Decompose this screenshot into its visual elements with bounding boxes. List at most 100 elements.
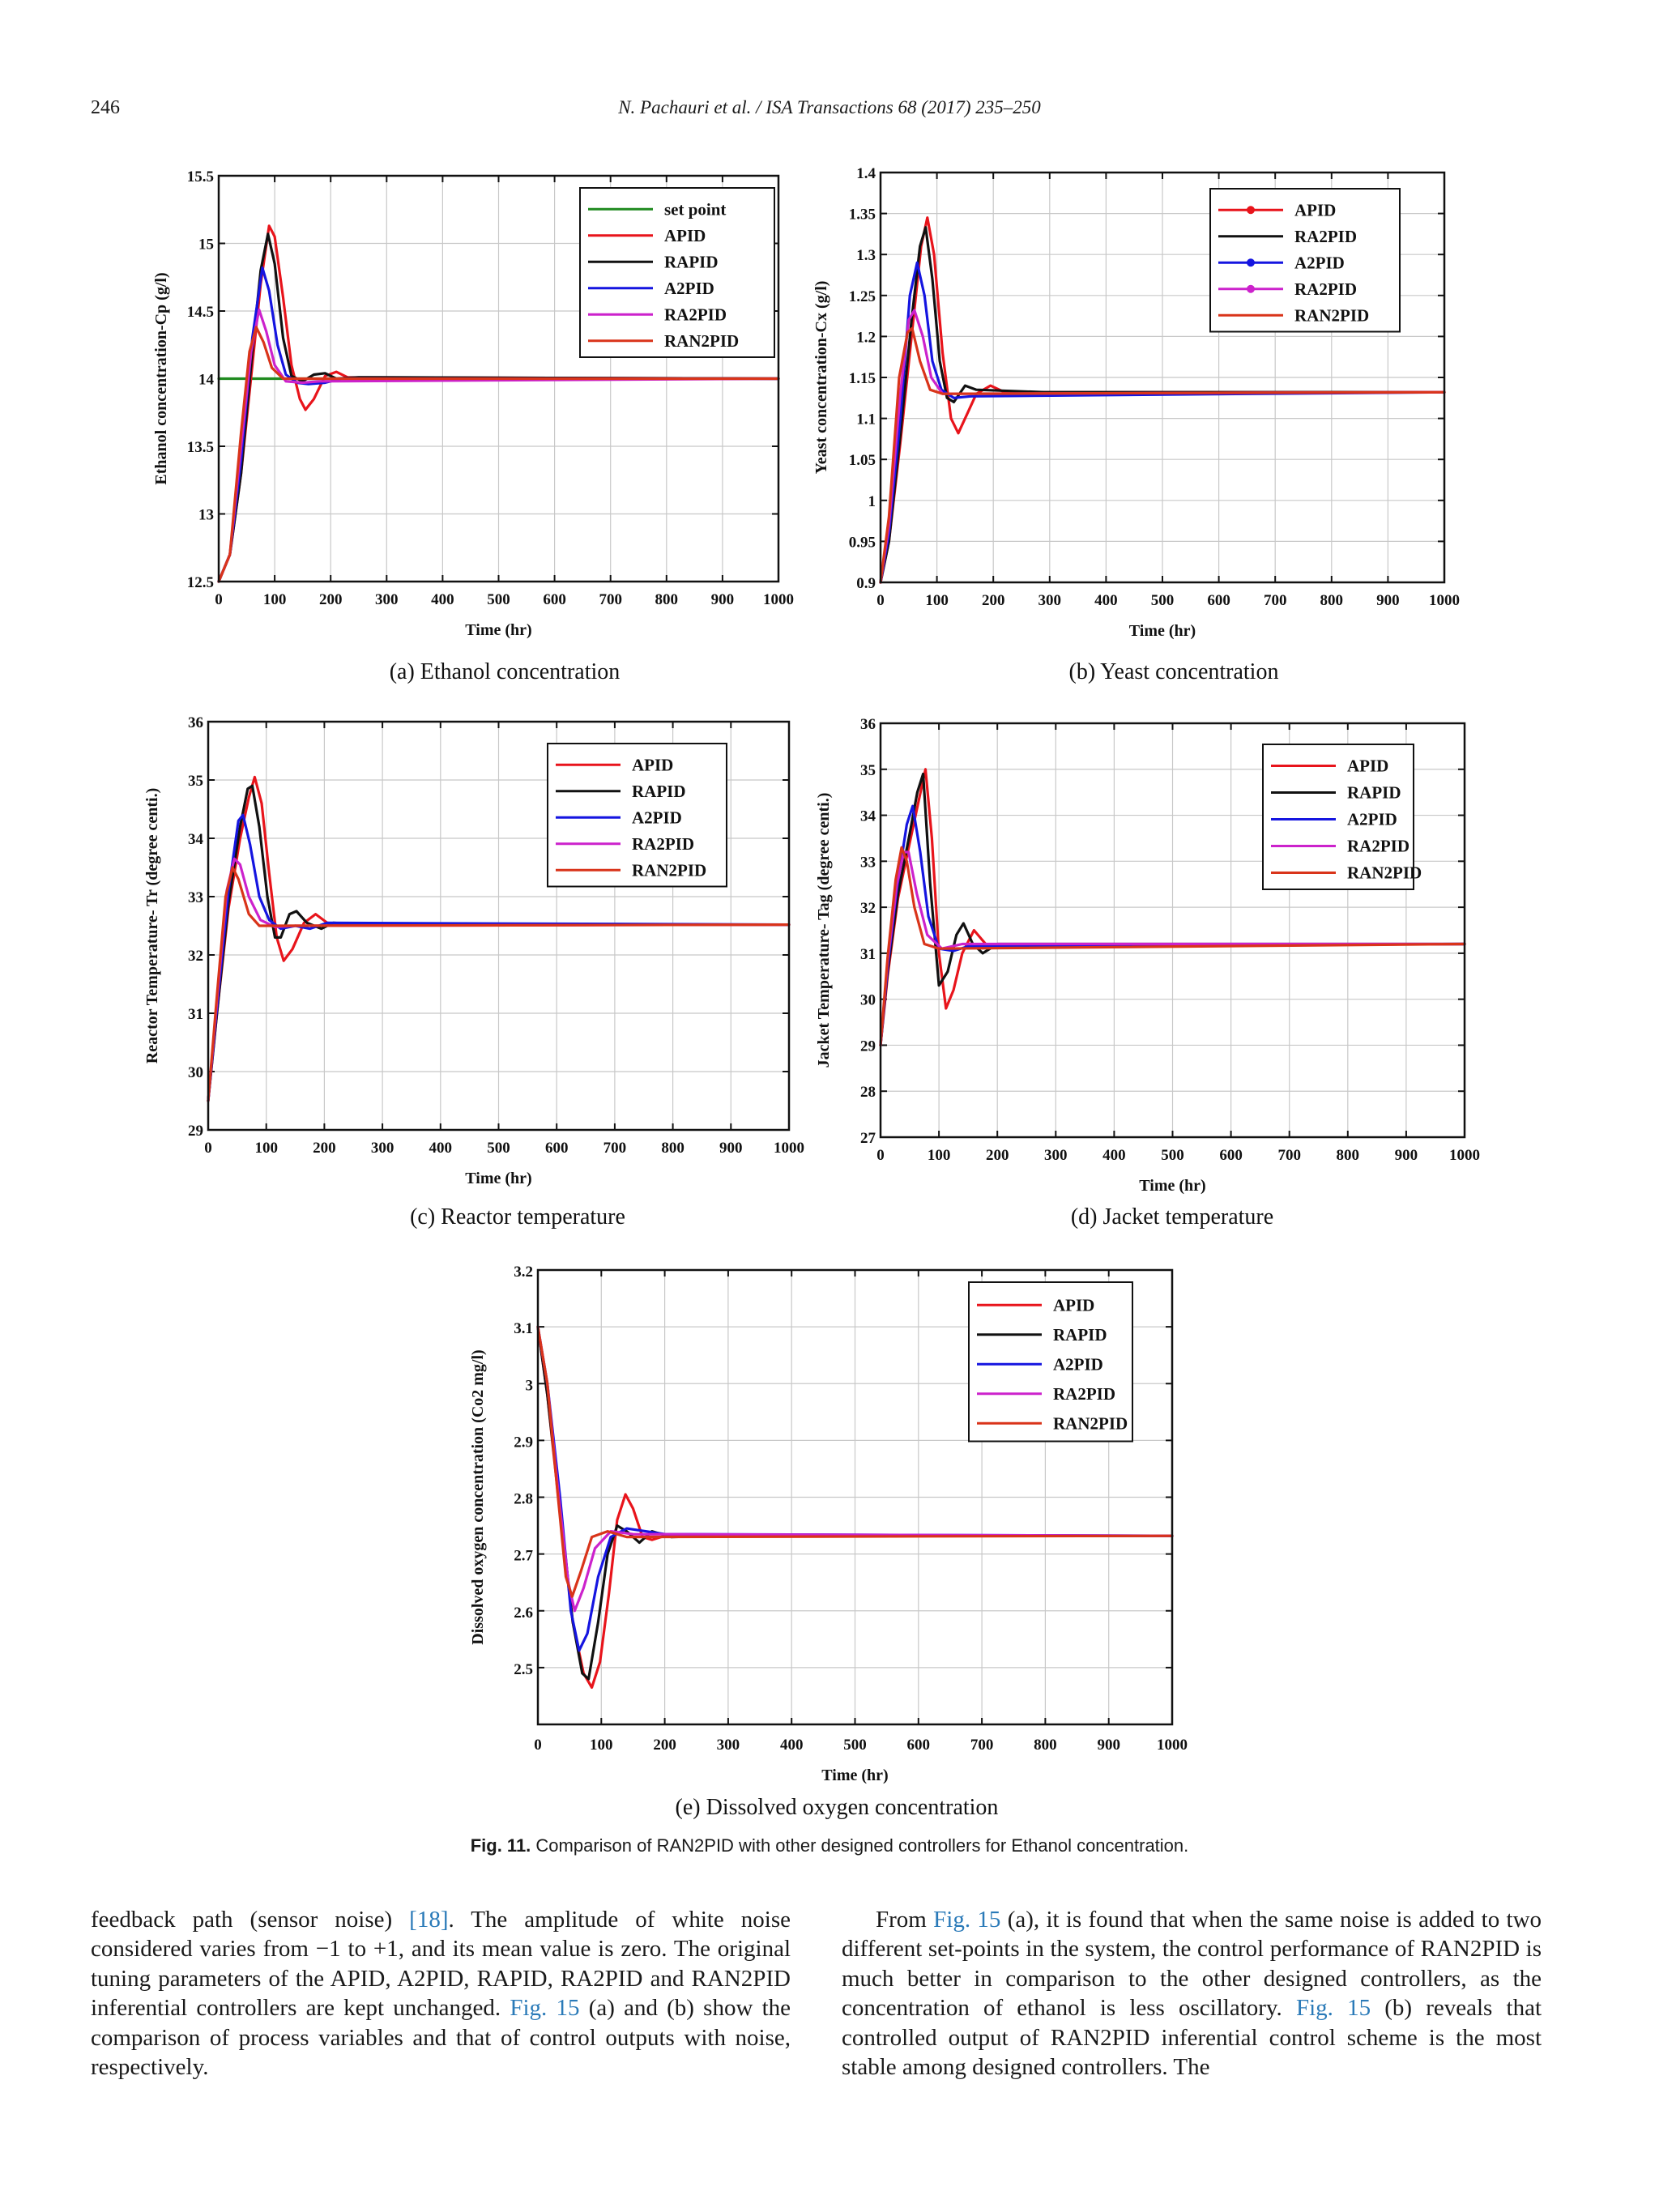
x-tick-label: 600 [1219,1147,1243,1164]
legend-label: APID [664,226,706,245]
legend-label: APID [1294,200,1336,219]
x-tick-label: 800 [1320,592,1344,609]
legend-label: A2PID [664,279,714,298]
x-tick-label: 700 [970,1737,994,1754]
figure-caption-text: Comparison of RAN2PID with other designe… [531,1835,1189,1856]
x-tick-label: 300 [375,591,399,608]
y-tick-label: 2.6 [514,1605,533,1622]
subfigure-caption: (b) Yeast concentration [1069,659,1279,684]
body-text: (a) and (b) show the comparison of proce… [91,1995,791,2081]
x-tick-label: 300 [717,1737,740,1754]
y-tick-label: 13.5 [187,439,214,456]
figure-link[interactable]: Fig. 15 [933,1907,1001,1933]
legend-label: set point [664,199,726,219]
legend-label: RAN2PID [632,860,706,880]
x-tick-label: 900 [1097,1737,1120,1754]
plot-frame [207,720,791,1132]
legend-box [968,1281,1133,1443]
x-tick-label: 600 [543,591,566,608]
x-tick-label: 100 [925,592,949,609]
x-tick-label: 500 [487,591,510,608]
series-line-5 [536,1325,1174,1598]
legend-box [1262,744,1414,890]
subfigure-caption: (d) Jacket temperature [1071,1204,1273,1230]
series-line-5 [879,326,1446,584]
x-tick-label: 200 [313,1140,336,1157]
legend-marker [1247,284,1255,293]
x-tick-label: 800 [1034,1737,1057,1754]
x-axis-label: Time (hr) [465,621,531,639]
series-line-2 [879,226,1446,584]
x-tick-label: 0 [876,1147,885,1164]
y-tick-label: 14.5 [187,304,214,321]
x-tick-label: 300 [1038,592,1062,609]
y-tick-label: 1.05 [849,452,876,469]
x-tick-label: 500 [1161,1147,1184,1164]
y-tick-label: 32 [860,900,876,917]
y-tick-label: 36 [860,716,876,733]
y-tick-label: 13 [198,507,214,524]
legend-label: APID [1347,757,1388,776]
y-axis-label: Jacket Temperature- Tag (degree centi.) [815,793,833,1068]
legend-label: RAN2PID [1294,305,1369,325]
legend-label: RAN2PID [1053,1413,1128,1433]
subfigure-caption: (c) Reactor temperature [410,1204,625,1230]
y-tick-label: 1.25 [849,288,876,305]
y-tick-label: 1.15 [849,370,876,387]
x-tick-label: 200 [653,1737,676,1754]
body-text: feedback path (sensor noise) [91,1907,410,1933]
x-tick-label: 1000 [763,591,794,608]
y-tick-label: 34 [188,831,204,848]
legend-label: RA2PID [1347,837,1410,856]
x-tick-label: 800 [1337,1147,1360,1164]
y-tick-label: 29 [860,1038,876,1055]
series-line-3 [207,813,791,1102]
x-tick-label: 200 [982,592,1005,609]
x-tick-label: 700 [603,1140,627,1157]
y-tick-label: 2.9 [514,1434,533,1451]
series-line-5 [207,866,791,1102]
plot-frame [536,1268,1174,1726]
x-tick-label: 300 [371,1140,394,1157]
plot-frame [879,171,1446,584]
x-tick-label: 400 [1094,592,1118,609]
x-tick-label: 100 [928,1147,951,1164]
x-tick-label: 300 [1044,1147,1068,1164]
figure-link[interactable]: Fig. 15 [510,1995,580,2022]
x-tick-label: 0 [876,592,885,609]
y-tick-label: 28 [860,1084,876,1101]
subfigure-caption: (e) Dissolved oxygen concentration [676,1795,999,1820]
body-text: . The amplitude of white noise considere… [91,1907,791,2022]
page-number: 246 [91,97,120,118]
y-tick-label: 0.9 [856,575,876,592]
chart-3: 0 100 200 300 400 500 600 700 800 900 1000 29 30 31 32… [143,714,804,1230]
plot-frame [217,174,780,583]
legend-label: A2PID [1347,810,1397,829]
y-tick-label: 30 [188,1064,203,1081]
x-tick-label: 100 [590,1737,613,1754]
legend-label: APID [1053,1295,1094,1315]
body-text: (b) reveals that controlled output of RA… [842,1995,1542,2081]
y-tick-label: 34 [860,808,876,825]
page-header: 246 N. Pachauri et al. / ISA Transaction… [0,97,1659,130]
y-tick-label: 1 [868,493,876,510]
legend-label: RA2PID [1294,279,1357,299]
y-tick-label: 2.7 [514,1548,533,1565]
series-line-5 [879,846,1466,1046]
x-tick-label: 600 [1207,592,1230,609]
x-tick-label: 800 [655,591,679,608]
x-tick-label: 500 [487,1140,510,1157]
reference-link[interactable]: [18] [409,1907,449,1933]
y-axis-label: Reactor Temperature- Tr (degree centi.) [143,788,161,1063]
y-tick-label: 31 [860,946,876,963]
figure-caption: Fig. 11. Comparison of RAN2PID with othe… [0,1835,1659,1856]
y-tick-label: 3.1 [514,1320,533,1337]
y-axis-label: Ethanol concentration-Cp (g/l) [152,272,170,484]
x-axis-label: Time (hr) [821,1767,888,1784]
y-tick-label: 35 [188,773,203,790]
legend-label: RAPID [632,782,686,801]
chart-1: 0 100 200 300 400 500 600 700 800 900 1000 12.5 13 13… [152,168,794,684]
figure-link[interactable]: Fig. 15 [1295,1995,1371,2022]
x-tick-label: 100 [254,1140,278,1157]
